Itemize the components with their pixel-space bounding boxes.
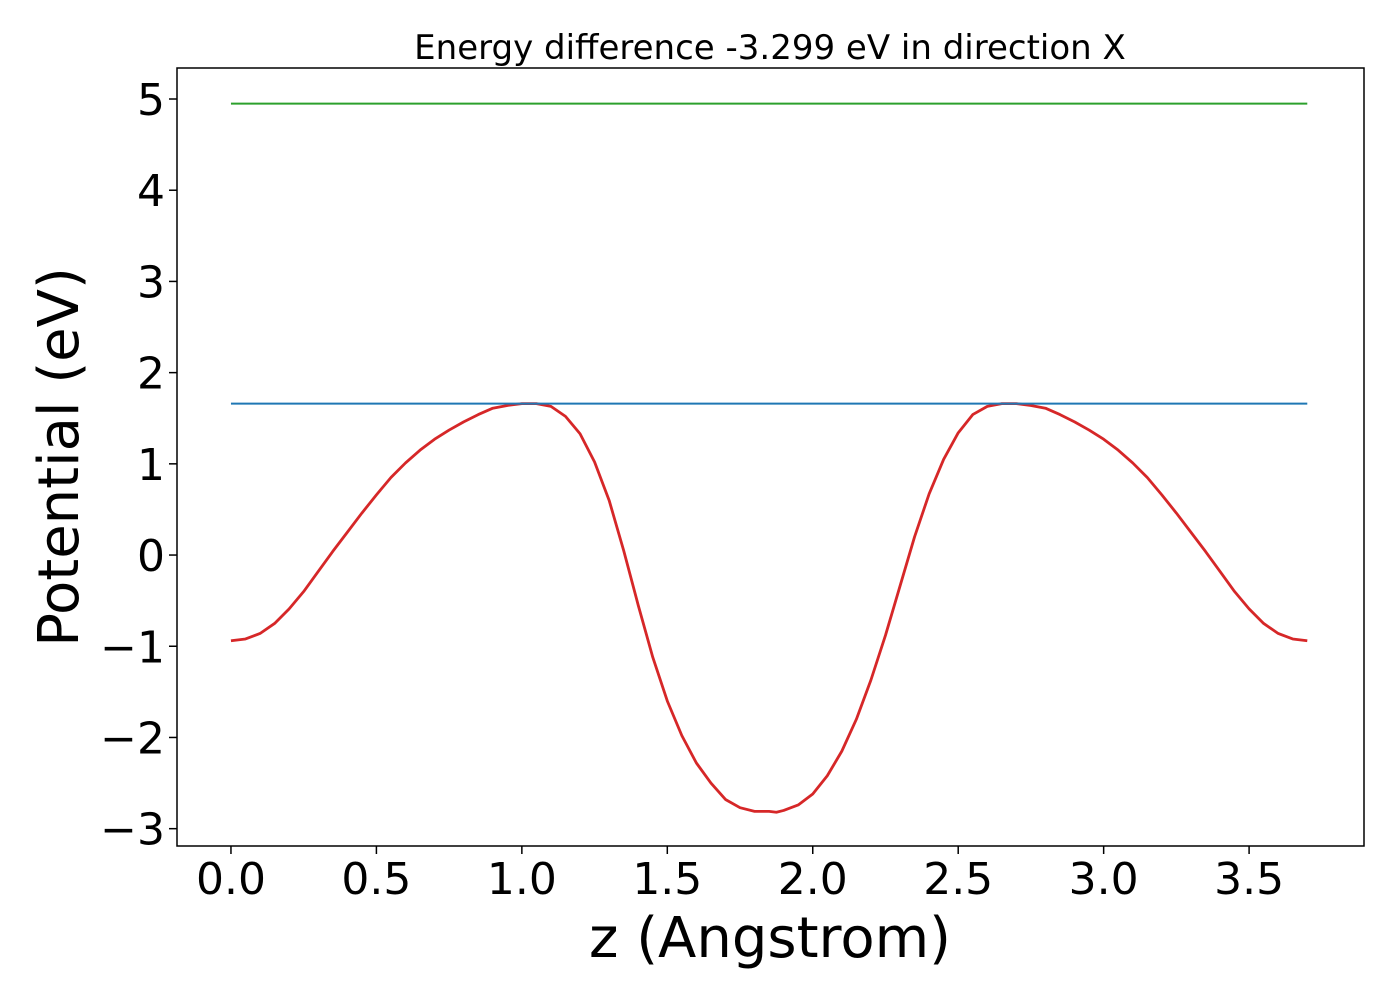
y-tick-label: 0: [137, 531, 165, 582]
x-tick-label: 0.0: [196, 854, 266, 905]
x-axis: 0.0 0.5 1.0 1.5 2.0 2.5 3.0 3.5: [196, 846, 1284, 905]
x-tick-label: 3.5: [1214, 854, 1284, 905]
x-tick-label: 2.5: [923, 854, 993, 905]
y-axis-label: Potential (eV): [27, 267, 92, 647]
x-tick-label: 2.0: [778, 854, 848, 905]
y-tick-label: 1: [137, 440, 165, 491]
y-tick-label: 2: [137, 349, 165, 400]
plot-frame: [176, 67, 1365, 847]
x-tick-label: 3.0: [1069, 854, 1139, 905]
y-axis: −3 −2 −1 0 1 2 3 4 5: [100, 75, 177, 856]
plot-layer: [230, 102, 1308, 814]
y-tick-label: 4: [137, 166, 165, 217]
y-tick-label: −1: [100, 622, 165, 673]
y-tick-label: 3: [137, 257, 165, 308]
x-tick-label: 1.0: [487, 854, 557, 905]
x-tick-label: 1.5: [632, 854, 702, 905]
y-tick-label: −3: [100, 805, 165, 856]
x-axis-label: z (Angstrom): [589, 906, 951, 971]
y-tick-label: 5: [137, 75, 165, 126]
y-tick-label: −2: [100, 713, 165, 764]
x-tick-label: 0.5: [341, 854, 411, 905]
chart-title: Energy difference -3.299 eV in direction…: [414, 28, 1126, 68]
potential-curve: [230, 402, 1308, 814]
